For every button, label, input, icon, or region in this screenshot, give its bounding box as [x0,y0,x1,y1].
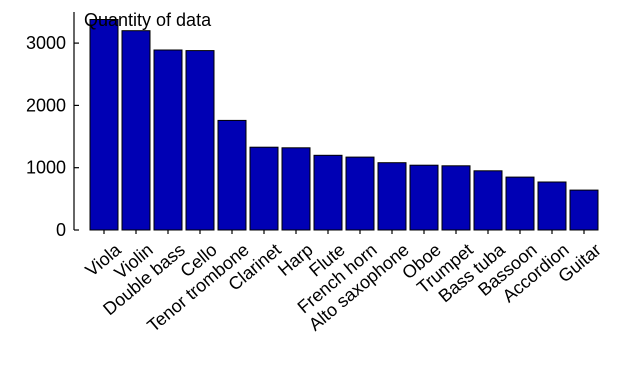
bar-bass-tuba [473,170,503,231]
y-tick-label: 3000 [26,33,66,53]
bar-guitar [569,189,599,231]
bar-violin [121,30,151,231]
bar-accordion [537,181,567,231]
bar-clarinet [249,146,279,231]
y-axis: 0 1000 2000 3000 [26,12,79,240]
bar-cello [185,50,215,231]
bar-harp [281,147,311,231]
bar-flute [313,154,343,231]
bar-double-bass [153,49,183,231]
y-tick-label: 0 [56,220,66,240]
bar-french-horn [345,156,375,231]
y-tick-label: 1000 [26,158,66,178]
bar-bassoon [505,176,535,231]
bar-alto-saxophone [377,162,407,231]
bar-trumpet [441,165,471,231]
bar-tenor-trombone [217,119,247,231]
bar-viola [89,19,119,231]
y-tick-label: 2000 [26,95,66,115]
bars-group [89,19,599,231]
bar-oboe [409,164,439,231]
y-axis-label: Quantity of data [84,10,212,30]
